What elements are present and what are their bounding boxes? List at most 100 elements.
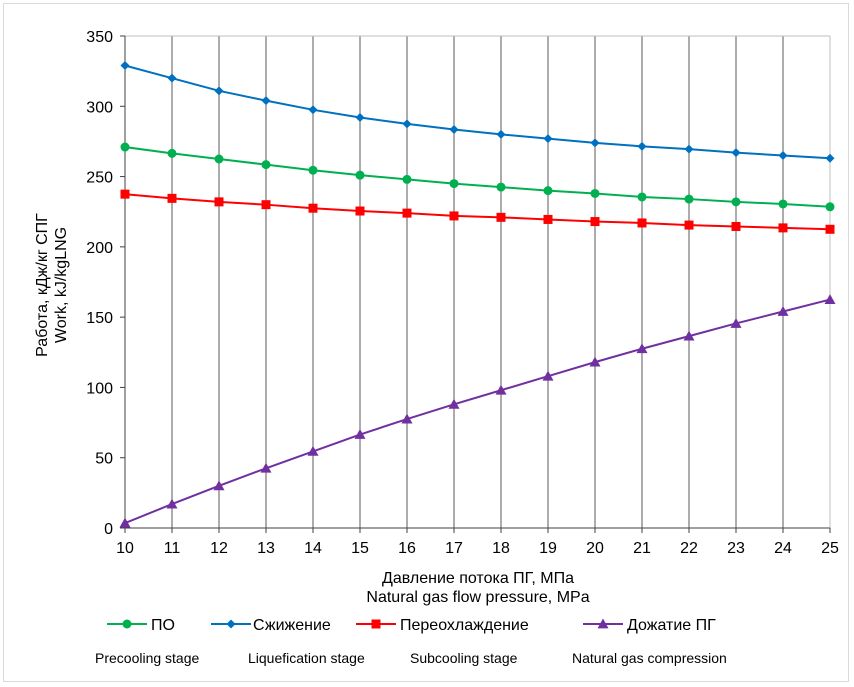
data-point-precooling — [637, 192, 647, 202]
x-tick-label: 12 — [210, 540, 228, 557]
data-point-compression — [307, 445, 319, 456]
y-tick-label: 100 — [86, 380, 113, 397]
x-tick-label: 20 — [586, 540, 604, 557]
x-tick-label: 19 — [539, 540, 557, 557]
x-tick-label: 21 — [633, 540, 651, 557]
data-point-precooling — [543, 186, 553, 196]
legend-subtitle-precooling: Precooling stage — [95, 650, 200, 666]
data-point-precooling — [731, 197, 741, 207]
data-point-compression — [683, 330, 695, 341]
data-point-precooling — [120, 142, 130, 152]
series-liquefication — [120, 61, 835, 163]
data-point-liquefication — [449, 124, 459, 134]
data-point-subcooling — [449, 211, 459, 221]
data-point-subcooling — [496, 212, 506, 222]
data-point-liquefication — [496, 129, 506, 139]
x-tick-label: 25 — [821, 540, 839, 557]
data-point-precooling — [214, 154, 224, 164]
legend-marker-precooling — [122, 619, 132, 629]
x-tick-label: 18 — [492, 540, 510, 557]
data-point-precooling — [261, 160, 271, 170]
data-point-liquefication — [355, 113, 365, 123]
series-group — [119, 61, 836, 528]
data-point-precooling — [167, 148, 177, 158]
data-point-liquefication — [308, 105, 318, 115]
legend-label-precooling: ПО — [151, 617, 175, 634]
data-point-precooling — [590, 188, 600, 198]
data-point-liquefication — [543, 134, 553, 144]
data-point-precooling — [825, 202, 835, 212]
x-axis-title-line-1: Давление потока ПГ, МПа — [382, 570, 574, 587]
data-point-liquefication — [167, 73, 177, 83]
data-point-subcooling — [167, 193, 177, 203]
legend-marker-compression — [597, 618, 609, 629]
series-precooling — [120, 142, 835, 212]
x-tick-label: 24 — [774, 540, 792, 557]
x-tick-label: 15 — [351, 540, 369, 557]
data-point-liquefication — [825, 153, 835, 163]
x-axis-title-line-2: Natural gas flow pressure, MPa — [366, 589, 589, 606]
data-point-compression — [401, 413, 413, 424]
legend-item-precooling: ПО Precooling stage — [95, 617, 200, 666]
data-point-compression — [589, 356, 601, 367]
data-point-liquefication — [214, 86, 224, 96]
data-point-subcooling — [355, 206, 365, 216]
data-point-subcooling — [261, 200, 271, 210]
x-tick-label: 11 — [164, 540, 181, 557]
data-point-compression — [260, 462, 272, 473]
series-line-precooling — [124, 146, 831, 208]
legend-item-liquefication: Сжижение Liquefication stage — [211, 617, 365, 666]
data-point-liquefication — [590, 138, 600, 148]
data-point-subcooling — [778, 223, 788, 233]
y-tick-label: 150 — [86, 310, 113, 327]
data-point-liquefication — [402, 119, 412, 129]
y-tick-label: 50 — [95, 451, 113, 468]
series-subcooling — [120, 189, 835, 234]
data-point-precooling — [402, 174, 412, 184]
data-point-compression — [119, 517, 131, 528]
legend-subtitle-compression: Natural gas compression — [572, 650, 727, 666]
data-point-precooling — [355, 170, 365, 180]
series-line-compression — [124, 298, 831, 525]
data-point-precooling — [684, 194, 694, 204]
x-tick-label: 23 — [727, 540, 745, 557]
series-compression — [119, 294, 836, 528]
data-point-subcooling — [684, 220, 694, 230]
x-tick-label: 16 — [398, 540, 416, 557]
data-point-compression — [213, 480, 225, 491]
data-point-liquefication — [120, 61, 130, 71]
data-point-compression — [730, 317, 742, 328]
series-line-liquefication — [124, 64, 831, 160]
y-tick-label: 350 — [86, 29, 113, 46]
data-point-precooling — [496, 182, 506, 192]
axes — [120, 35, 831, 533]
data-point-precooling — [778, 199, 788, 209]
x-tick-label: 17 — [445, 540, 463, 557]
axis-titles: Работа, кДж/кг СПГ Work, kJ/kgLNG Давлен… — [34, 213, 590, 606]
data-point-subcooling — [120, 189, 130, 199]
legend-item-compression: Дожатие ПГ Natural gas compression — [572, 617, 727, 666]
legend-label-liquefication: Сжижение — [253, 617, 331, 634]
legend-marker-subcooling — [371, 619, 381, 629]
data-point-subcooling — [543, 214, 553, 224]
data-point-subcooling — [637, 218, 647, 228]
data-point-compression — [495, 384, 507, 395]
data-point-compression — [354, 429, 366, 439]
data-point-subcooling — [308, 203, 318, 213]
data-point-subcooling — [590, 217, 600, 227]
y-tick-label: 250 — [86, 170, 113, 187]
data-point-subcooling — [825, 224, 835, 234]
data-point-compression — [777, 306, 789, 316]
legend-label-compression: Дожатие ПГ — [627, 617, 716, 634]
x-tick-label: 13 — [257, 540, 275, 557]
y-tick-label: 300 — [86, 99, 113, 116]
chart-frame — [3, 3, 849, 682]
data-point-precooling — [449, 179, 459, 189]
x-tick-label: 14 — [304, 540, 322, 557]
data-point-liquefication — [684, 144, 694, 154]
series-line-subcooling — [124, 193, 831, 231]
data-point-liquefication — [637, 141, 647, 151]
data-point-liquefication — [778, 150, 788, 160]
data-point-compression — [824, 294, 836, 304]
